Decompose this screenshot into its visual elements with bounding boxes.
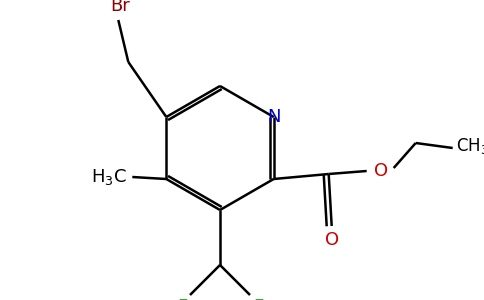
Text: F: F <box>253 298 263 300</box>
Text: O: O <box>325 231 339 249</box>
Text: F: F <box>177 298 187 300</box>
Text: CH$_3$: CH$_3$ <box>456 136 484 156</box>
Text: O: O <box>374 162 388 180</box>
Text: H$_3$C: H$_3$C <box>91 167 127 187</box>
Text: N: N <box>267 108 280 126</box>
Text: Br: Br <box>110 0 130 15</box>
